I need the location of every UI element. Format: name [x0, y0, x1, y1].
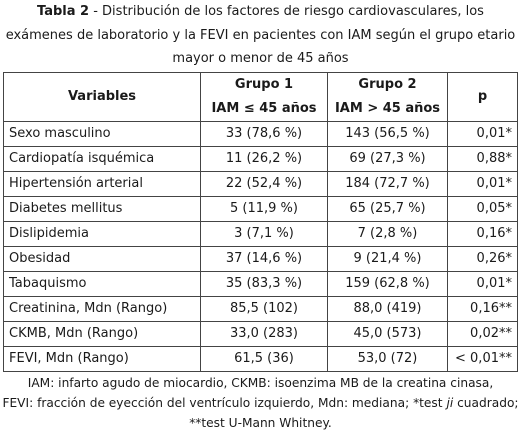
cell-group2: 7 (2,8 %) [327, 221, 448, 247]
cell-p-value: < 0,01** [447, 346, 518, 372]
table-row: Hipertensión arterial 22 (52,4 %) 184 (72,… [3, 171, 518, 197]
table-row: Sexo masculino 33 (78,6 %) 143 (56,5 %) 0,0… [3, 121, 518, 147]
cell-variable: Tabaquismo [3, 271, 201, 297]
cell-variable: Sexo masculino [3, 121, 201, 147]
header-group1-name: Grupo 1 [200, 72, 328, 97]
cell-variable: Dislipidemia [3, 221, 201, 247]
cell-group1: 33,0 (283) [200, 321, 328, 347]
cell-group1: 61,5 (36) [200, 346, 328, 372]
table-row: Diabetes mellitus 5 (11,9 %) 65 (25,7 %) 0,… [3, 196, 518, 222]
cell-p-value: 0,16* [447, 221, 518, 247]
table-footnote: IAM: infarto agudo de miocardio, CKMB: i… [0, 373, 521, 433]
header-group1-desc: IAM ≤ 45 años [200, 97, 328, 122]
cell-p-value: 0,01* [447, 171, 518, 197]
table-row: Obesidad 37 (14,6 %) 9 (21,4 %) 0,26* [3, 246, 518, 272]
cell-group2: 88,0 (419) [327, 296, 448, 322]
cell-group2: 159 (62,8 %) [327, 271, 448, 297]
table-row: Tabaquismo 35 (83,3 %) 159 (62,8 %) 0,01* [3, 271, 518, 297]
cell-group1: 35 (83,3 %) [200, 271, 328, 297]
cell-p-value: 0,01* [447, 271, 518, 297]
cell-group1: 5 (11,9 %) [200, 196, 328, 222]
cell-p-value: 0,02** [447, 321, 518, 347]
cell-group1: 37 (14,6 %) [200, 246, 328, 272]
cell-variable: CKMB, Mdn (Rango) [3, 321, 201, 347]
cell-group1: 22 (52,4 %) [200, 171, 328, 197]
cell-group2: 65 (25,7 %) [327, 196, 448, 222]
footnote-line-1: IAM: infarto agudo de miocardio, CKMB: i… [27, 376, 494, 390]
table-caption: Tabla 2 - Distribución de los factores d… [4, 0, 517, 71]
table-row: Cardiopatía isquémica 11 (26,2 %) 69 (27,3… [3, 146, 518, 172]
table-body: Sexo masculino 33 (78,6 %) 143 (56,5 %) 0,0… [3, 121, 518, 372]
cell-p-value: 0,01* [447, 121, 518, 147]
risk-factors-table: Variables Grupo 1 Grupo 2 p IAM ≤ 45 año… [3, 72, 518, 372]
footnote-line-2-italic: ji [446, 396, 454, 410]
footnote-line-3: **test U-Mann Whitney. [189, 416, 332, 430]
cell-p-value: 0,88* [447, 146, 518, 172]
table-row: Dislipidemia 3 (7,1 %) 7 (2,8 %) 0,16* [3, 221, 518, 247]
caption-text: - Distribución de los factores de riesgo… [5, 4, 516, 66]
cell-group2: 9 (21,4 %) [327, 246, 448, 272]
cell-variable: Creatinina, Mdn (Rango) [3, 296, 201, 322]
header-group2-name: Grupo 2 [327, 72, 448, 97]
header-group2-desc: IAM > 45 años [327, 97, 448, 122]
cell-group1: 85,5 (102) [200, 296, 328, 322]
cell-group1: 3 (7,1 %) [200, 221, 328, 247]
footnote-line-2-pre: FEVI: fracción de eyección del ventrícul… [2, 396, 447, 410]
cell-p-value: 0,26* [447, 246, 518, 272]
cell-p-value: 0,16** [447, 296, 518, 322]
cell-group2: 143 (56,5 %) [327, 121, 448, 147]
table-row: CKMB, Mdn (Rango) 33,0 (283) 45,0 (573) 0,0… [3, 321, 518, 347]
caption-label: Tabla 2 [37, 4, 90, 19]
footnote-line-2-post: cuadrado; [453, 396, 519, 410]
header-p: p [447, 72, 518, 122]
cell-group2: 184 (72,7 %) [327, 171, 448, 197]
cell-variable: Obesidad [3, 246, 201, 272]
cell-group1: 11 (26,2 %) [200, 146, 328, 172]
cell-p-value: 0,05* [447, 196, 518, 222]
table-row: FEVI, Mdn (Rango) 61,5 (36) 53,0 (72) < 0,0… [3, 346, 518, 372]
cell-variable: Hipertensión arterial [3, 171, 201, 197]
cell-variable: Cardiopatía isquémica [3, 146, 201, 172]
cell-variable: FEVI, Mdn (Rango) [3, 346, 201, 372]
cell-group1: 33 (78,6 %) [200, 121, 328, 147]
cell-group2: 69 (27,3 %) [327, 146, 448, 172]
cell-variable: Diabetes mellitus [3, 196, 201, 222]
cell-group2: 45,0 (573) [327, 321, 448, 347]
table-row: Creatinina, Mdn (Rango) 85,5 (102) 88,0 (4… [3, 296, 518, 322]
footnote-line-2: FEVI: fracción de eyección del ventrícul… [0, 393, 521, 413]
header-variables: Variables [3, 72, 201, 122]
cell-group2: 53,0 (72) [327, 346, 448, 372]
